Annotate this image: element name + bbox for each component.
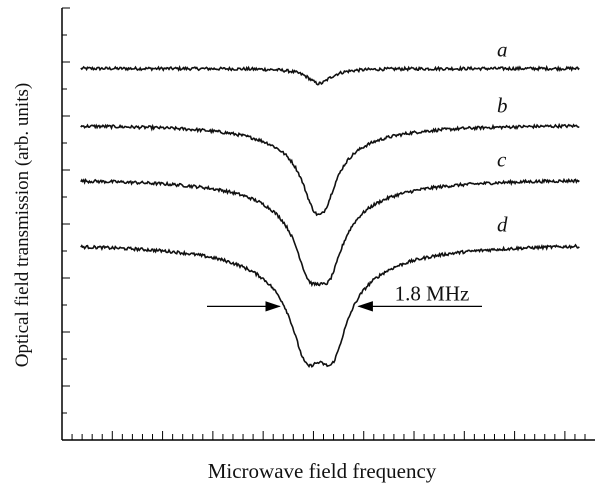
axes: [61, 7, 595, 441]
trace-d: [80, 243, 580, 368]
x-axis-label: Microwave field frequency: [208, 459, 437, 483]
series-label-a: a: [497, 37, 508, 61]
trace-a: [80, 64, 580, 86]
annotation: 1.8 MHz: [207, 281, 482, 312]
series-label-c: c: [497, 148, 507, 172]
trace-b: [80, 122, 580, 217]
traces: a b c d: [80, 37, 580, 368]
trace-c: [80, 177, 580, 288]
series-label-d: d: [497, 212, 508, 236]
series-label-b: b: [497, 94, 508, 118]
y-axis-label: Optical field transmission (arb. units): [12, 83, 33, 367]
annotation-text: 1.8 MHz: [395, 281, 470, 305]
